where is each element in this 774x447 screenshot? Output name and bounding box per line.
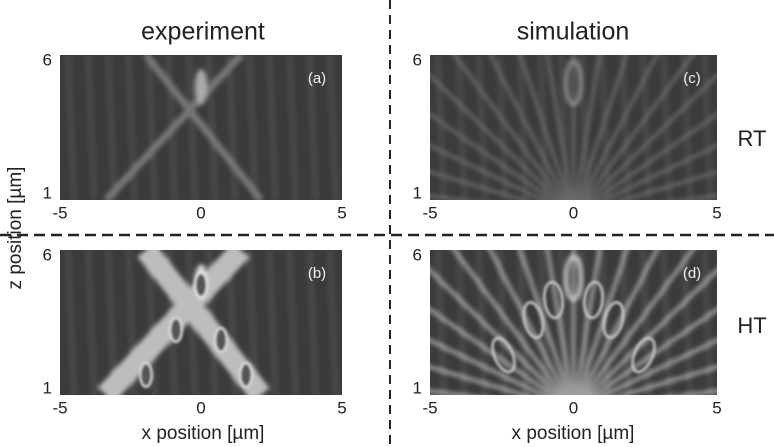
y-tick-label: 1 xyxy=(43,183,52,202)
y-tick-label: 6 xyxy=(413,245,422,264)
panel-image xyxy=(60,250,342,395)
x-tick-label: 5 xyxy=(337,203,346,222)
x-tick-label: -5 xyxy=(52,398,67,417)
ring xyxy=(170,318,182,342)
panel-label: (a) xyxy=(308,70,326,87)
x-tick-label: 0 xyxy=(196,203,205,222)
column-title: simulation xyxy=(517,18,630,46)
x-axis-label: x position [µm] xyxy=(512,423,635,444)
ring xyxy=(215,328,227,352)
y-tick-label: 1 xyxy=(43,378,52,397)
y-tick-label: 1 xyxy=(413,183,422,202)
x-axis-label: x position [µm] xyxy=(142,423,265,444)
x-tick-label: 5 xyxy=(712,203,721,222)
panel-label: (b) xyxy=(308,265,326,282)
y-tick-label: 6 xyxy=(413,50,422,69)
row-label: HT xyxy=(737,313,766,338)
row-label: RT xyxy=(738,126,767,151)
x-tick-label: -5 xyxy=(422,398,437,417)
ring xyxy=(195,273,207,297)
x-tick-label: 0 xyxy=(196,398,205,417)
ring xyxy=(240,363,252,387)
x-tick-label: 0 xyxy=(569,398,578,417)
panel-label: (c) xyxy=(683,70,701,87)
x-tick-label: 5 xyxy=(712,398,721,417)
x-tick-label: -5 xyxy=(52,203,67,222)
ring xyxy=(140,363,152,387)
y-tick-label: 6 xyxy=(43,245,52,264)
spot xyxy=(195,69,207,105)
y-axis-label: z position [µm] xyxy=(5,167,26,290)
x-tick-label: -5 xyxy=(422,203,437,222)
column-title: experiment xyxy=(141,18,265,46)
figure: experiment simulation RT HT z position [… xyxy=(0,0,774,447)
y-tick-label: 1 xyxy=(413,378,422,397)
y-tick-label: 6 xyxy=(43,50,52,69)
panel-label: (d) xyxy=(683,265,701,282)
panel-image xyxy=(60,55,342,200)
x-tick-label: 0 xyxy=(569,203,578,222)
x-tick-label: 5 xyxy=(337,398,346,417)
